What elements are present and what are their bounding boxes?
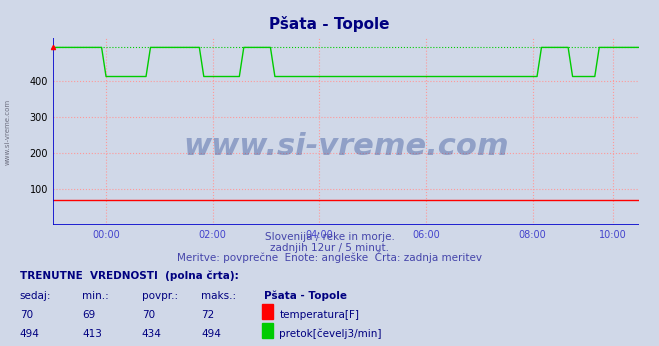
Text: 494: 494 — [20, 329, 40, 339]
Text: 72: 72 — [201, 310, 214, 320]
Text: Meritve: povprečne  Enote: angleške  Črta: zadnja meritev: Meritve: povprečne Enote: angleške Črta:… — [177, 251, 482, 263]
Bar — [262, 323, 273, 338]
Text: povpr.:: povpr.: — [142, 291, 178, 301]
Text: maks.:: maks.: — [201, 291, 236, 301]
Text: 70: 70 — [142, 310, 155, 320]
Text: 70: 70 — [20, 310, 33, 320]
Text: www.si-vreme.com: www.si-vreme.com — [5, 98, 11, 165]
Bar — [262, 304, 273, 319]
Text: www.si-vreme.com: www.si-vreme.com — [183, 132, 509, 161]
Text: pretok[čevelj3/min]: pretok[čevelj3/min] — [279, 328, 382, 339]
Text: Slovenija / reke in morje.: Slovenija / reke in morje. — [264, 233, 395, 243]
Text: zadnjih 12ur / 5 minut.: zadnjih 12ur / 5 minut. — [270, 243, 389, 253]
Text: TRENUTNE  VREDNOSTI  (polna črta):: TRENUTNE VREDNOSTI (polna črta): — [20, 270, 239, 281]
Text: 494: 494 — [201, 329, 221, 339]
Text: Pšata - Topole: Pšata - Topole — [270, 16, 389, 31]
Text: temperatura[F]: temperatura[F] — [279, 310, 359, 320]
Text: 413: 413 — [82, 329, 102, 339]
Text: min.:: min.: — [82, 291, 109, 301]
Text: 434: 434 — [142, 329, 161, 339]
Text: Pšata - Topole: Pšata - Topole — [264, 290, 347, 301]
Text: sedaj:: sedaj: — [20, 291, 51, 301]
Text: 69: 69 — [82, 310, 96, 320]
